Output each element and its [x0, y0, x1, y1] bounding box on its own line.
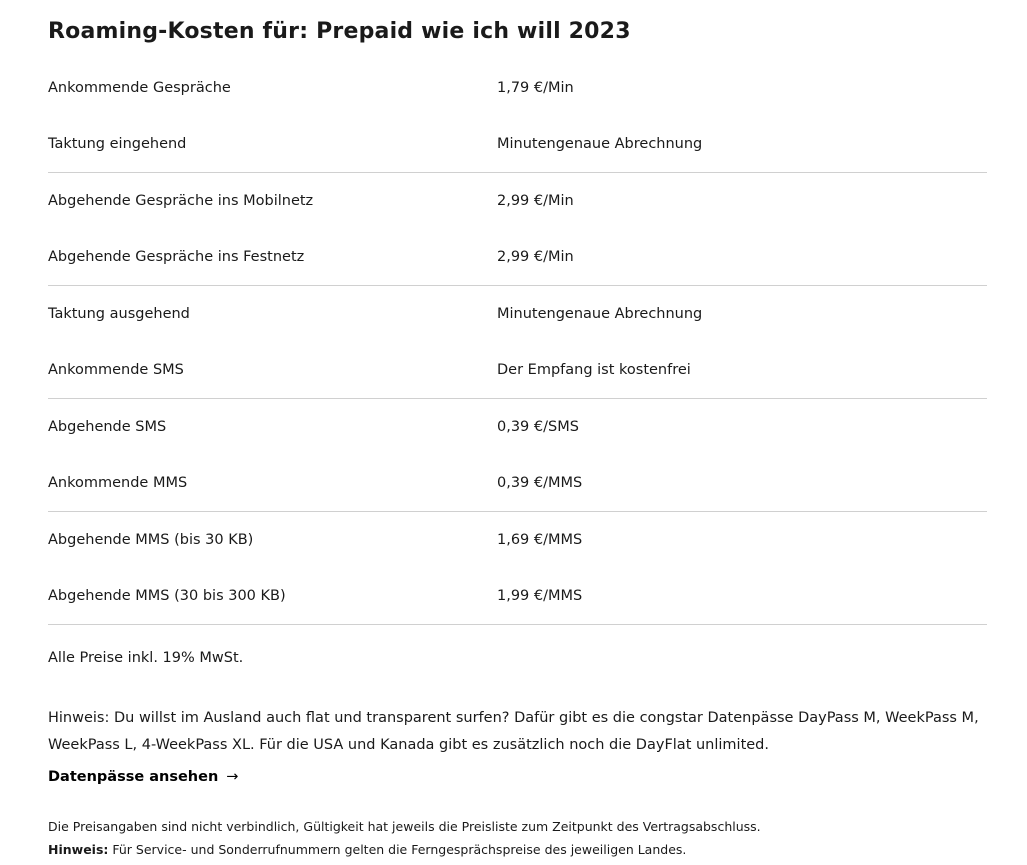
disclaimer-block: Die Preisangaben sind nicht verbindlich,…	[48, 815, 761, 861]
table-row: Ankommende MMS 0,39 €/MMS	[48, 455, 987, 511]
row-value: Minutengenaue Abrechnung	[497, 136, 703, 152]
price-group: Abgehende Gespräche ins Mobilnetz 2,99 €/…	[48, 173, 987, 286]
link-label: Datenpässe ansehen	[48, 769, 219, 785]
table-row: Abgehende MMS (30 bis 300 KB) 1,99 €/MMS	[48, 568, 987, 624]
vat-note: Alle Preise inkl. 19% MwSt.	[48, 650, 244, 666]
row-label: Abgehende Gespräche ins Mobilnetz	[48, 193, 314, 209]
row-value: Der Empfang ist kostenfrei	[497, 362, 691, 378]
row-value: 1,69 €/MMS	[497, 532, 583, 548]
data-pass-hint: Hinweis: Du willst im Ausland auch flat …	[48, 710, 979, 753]
page-title: Roaming-Kosten für: Prepaid wie ich will…	[48, 19, 631, 44]
table-row: Abgehende SMS 0,39 €/SMS	[48, 399, 987, 455]
service-hint-label: Hinweis:	[48, 842, 109, 857]
row-value: 0,39 €/SMS	[497, 419, 579, 435]
service-hint-text: Für Service- und Sonderrufnummern gelten…	[108, 842, 687, 857]
row-label: Abgehende SMS	[48, 419, 167, 435]
row-value: 2,99 €/Min	[497, 249, 574, 265]
price-group: Taktung ausgehend Minutengenaue Abrechnun…	[48, 286, 987, 399]
table-row: Taktung eingehend Minutengenaue Abrechnun…	[48, 116, 987, 172]
table-row: Abgehende Gespräche ins Festnetz 2,99 €/M…	[48, 229, 987, 285]
row-label: Abgehende Gespräche ins Festnetz	[48, 249, 305, 265]
view-data-passes-link[interactable]: Datenpässe ansehen →	[48, 765, 238, 789]
arrow-right-icon: →	[226, 769, 239, 785]
row-label: Taktung ausgehend	[48, 306, 190, 322]
table-row: Abgehende MMS (bis 30 KB) 1,69 €/MMS	[48, 512, 987, 568]
row-value: 1,99 €/MMS	[497, 588, 583, 604]
row-label: Abgehende MMS (bis 30 KB)	[48, 532, 254, 548]
row-label: Ankommende SMS	[48, 362, 184, 378]
row-label: Ankommende Gespräche	[48, 80, 231, 96]
row-value: 0,39 €/MMS	[497, 475, 583, 491]
row-value: 1,79 €/Min	[497, 80, 574, 96]
table-row: Ankommende SMS Der Empfang ist kostenfrei	[48, 342, 987, 398]
price-group: Abgehende SMS 0,39 €/SMS Ankommende MMS 0,3…	[48, 399, 987, 512]
table-row: Taktung ausgehend Minutengenaue Abrechnun…	[48, 286, 987, 342]
table-row: Abgehende Gespräche ins Mobilnetz 2,99 €/…	[48, 173, 987, 229]
table-row: Ankommende Gespräche 1,79 €/Min	[48, 60, 987, 116]
price-group: Abgehende MMS (bis 30 KB) 1,69 €/MMS Abgeh…	[48, 512, 987, 625]
disclaimer: Die Preisangaben sind nicht verbindlich,…	[48, 819, 761, 834]
price-table: Ankommende Gespräche 1,79 €/Min Taktung ei…	[48, 60, 987, 625]
service-hint: Hinweis: Für Service- und Sonderrufnumme…	[48, 838, 761, 861]
price-group: Ankommende Gespräche 1,79 €/Min Taktung ei…	[48, 60, 987, 173]
row-label: Ankommende MMS	[48, 475, 188, 491]
row-value: Minutengenaue Abrechnung	[497, 306, 703, 322]
row-label: Abgehende MMS (30 bis 300 KB)	[48, 588, 286, 604]
row-label: Taktung eingehend	[48, 136, 187, 152]
row-value: 2,99 €/Min	[497, 193, 574, 209]
